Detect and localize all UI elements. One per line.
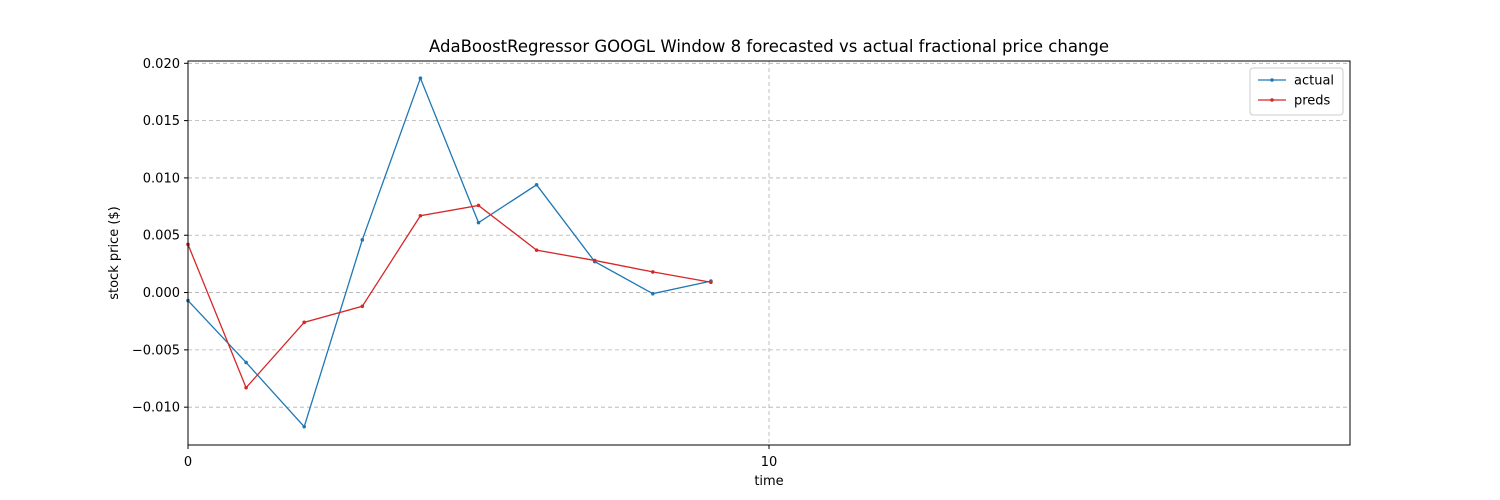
legend-marker: [1270, 78, 1274, 82]
data-point: [302, 424, 307, 429]
data-point: [534, 182, 539, 187]
y-axis: −0.010 −0.005 0.000 0.005 0.010 0.015 0.020: [132, 57, 188, 416]
y-tick-label: 0.015: [143, 114, 180, 129]
series-line: [187, 204, 712, 389]
legend-label: preds: [1294, 94, 1331, 109]
y-tick-label: 0.020: [143, 57, 180, 72]
legend-marker: [1270, 98, 1274, 102]
series-actual: [186, 76, 713, 429]
legend-label: actual: [1294, 74, 1334, 89]
data-point: [360, 304, 365, 309]
data-point: [360, 238, 365, 242]
data-point: [302, 320, 307, 325]
y-tick-label: −0.010: [132, 401, 180, 416]
x-axis: 0 10: [184, 445, 777, 470]
data-point: [592, 258, 597, 263]
data-point: [709, 280, 713, 285]
data-point: [244, 385, 248, 390]
grid: [187, 61, 1350, 445]
y-tick-label: 0.010: [143, 171, 180, 186]
series-preds: [186, 203, 713, 390]
series-line: [187, 76, 712, 428]
y-tick-label: −0.005: [132, 343, 180, 358]
y-axis-label: stock price ($): [107, 206, 122, 300]
data-point: [534, 248, 539, 252]
data-point: [651, 270, 655, 274]
x-tick-label: 10: [761, 455, 778, 470]
x-tick-label: 0: [184, 455, 192, 470]
data-point: [418, 213, 423, 218]
data-point: [651, 291, 655, 296]
y-tick-label: 0.005: [143, 229, 180, 244]
legend-item-preds: preds: [1258, 94, 1331, 109]
legend-item-actual: actual: [1258, 74, 1334, 89]
x-axis-label: time: [754, 474, 783, 489]
data-point: [476, 220, 481, 225]
y-tick-label: 0.000: [143, 286, 180, 301]
data-point: [418, 76, 423, 80]
legend: actual preds: [1249, 67, 1344, 116]
series-layer: [186, 76, 713, 429]
chart-title: AdaBoostRegressor GOOGL Window 8 forecas…: [429, 37, 1109, 56]
data-point: [476, 203, 481, 208]
data-point: [244, 360, 248, 365]
